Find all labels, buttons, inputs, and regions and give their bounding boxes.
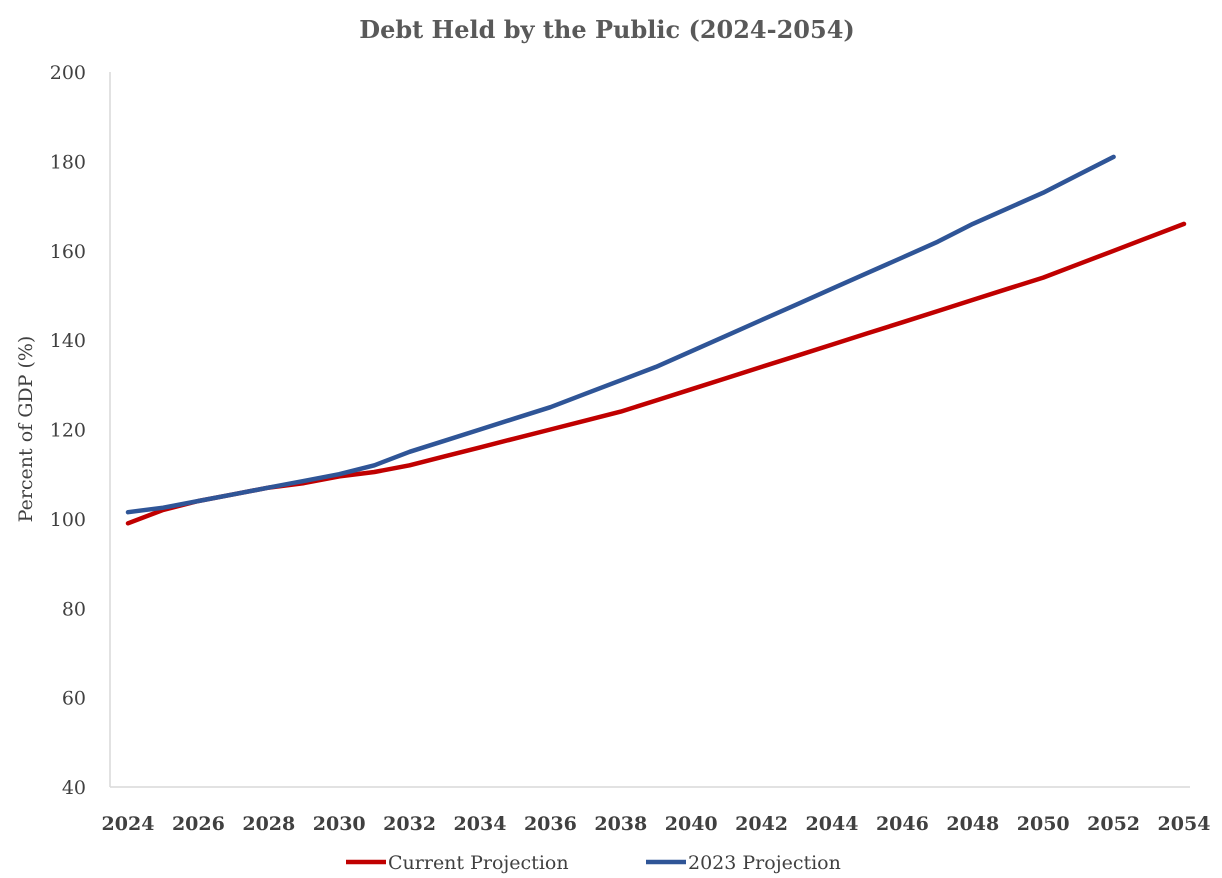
y-tick-label: 120 [50,420,86,442]
x-tick-label: 2032 [383,813,436,835]
series-lines [125,154,1187,526]
y-tick-label: 40 [62,777,86,799]
legend-label-1: 2023 Projection [688,852,841,874]
x-tick-label: 2050 [1017,813,1070,835]
y-axis-ticks: 40 60 80 100 120 140 160 180 200 [50,62,86,799]
x-tick-label: 2024 [102,813,155,835]
chart-title: Debt Held by the Public (2024-2054) [359,15,855,44]
x-tick-label: 2036 [524,813,577,835]
x-tick-label: 2052 [1087,813,1140,835]
y-tick-label: 140 [50,330,86,352]
x-axis-ticks: 2024 2026 2028 2030 2032 2034 2036 2038 2040 2042… [102,813,1211,835]
series-line-1 [125,154,1116,515]
x-tick-label: 2038 [594,813,647,835]
y-tick-label: 100 [50,509,86,531]
y-tick-label: 200 [50,62,86,84]
x-tick-label: 2040 [665,813,718,835]
x-tick-label: 2026 [172,813,225,835]
series-line-0 [125,221,1187,526]
x-tick-label: 2042 [735,813,788,835]
x-tick-label: 2046 [876,813,929,835]
x-tick-label: 2044 [806,813,859,835]
y-tick-label: 60 [62,688,86,710]
x-tick-label: 2030 [313,813,366,835]
legend: Current Projection 2023 Projection [346,852,841,874]
y-tick-label: 180 [50,151,86,173]
x-tick-label: 2054 [1158,813,1211,835]
x-tick-label: 2048 [946,813,999,835]
x-tick-label: 2028 [242,813,295,835]
legend-label-0: Current Projection [388,852,569,874]
x-tick-label: 2034 [454,813,507,835]
y-tick-label: 80 [62,598,86,620]
y-axis-title: Percent of GDP (%) [15,336,37,523]
y-tick-label: 160 [50,241,86,263]
